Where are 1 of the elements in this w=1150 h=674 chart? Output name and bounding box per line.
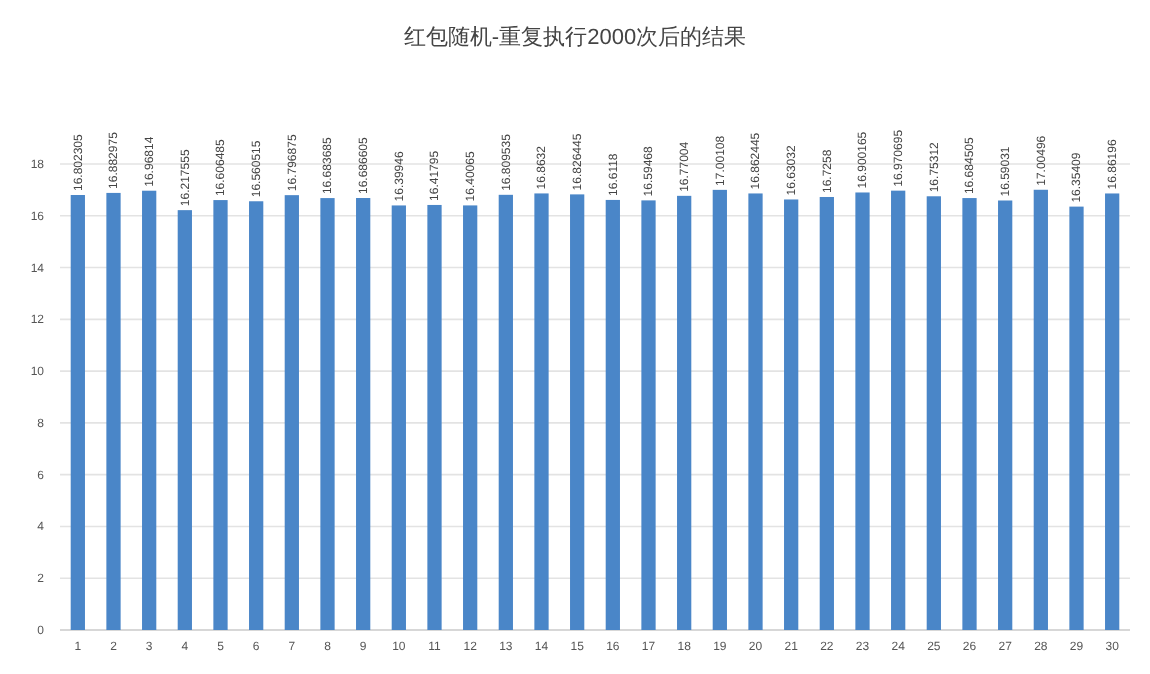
chart-title: 红包随机-重复执行2000次后的结果 xyxy=(403,24,747,50)
